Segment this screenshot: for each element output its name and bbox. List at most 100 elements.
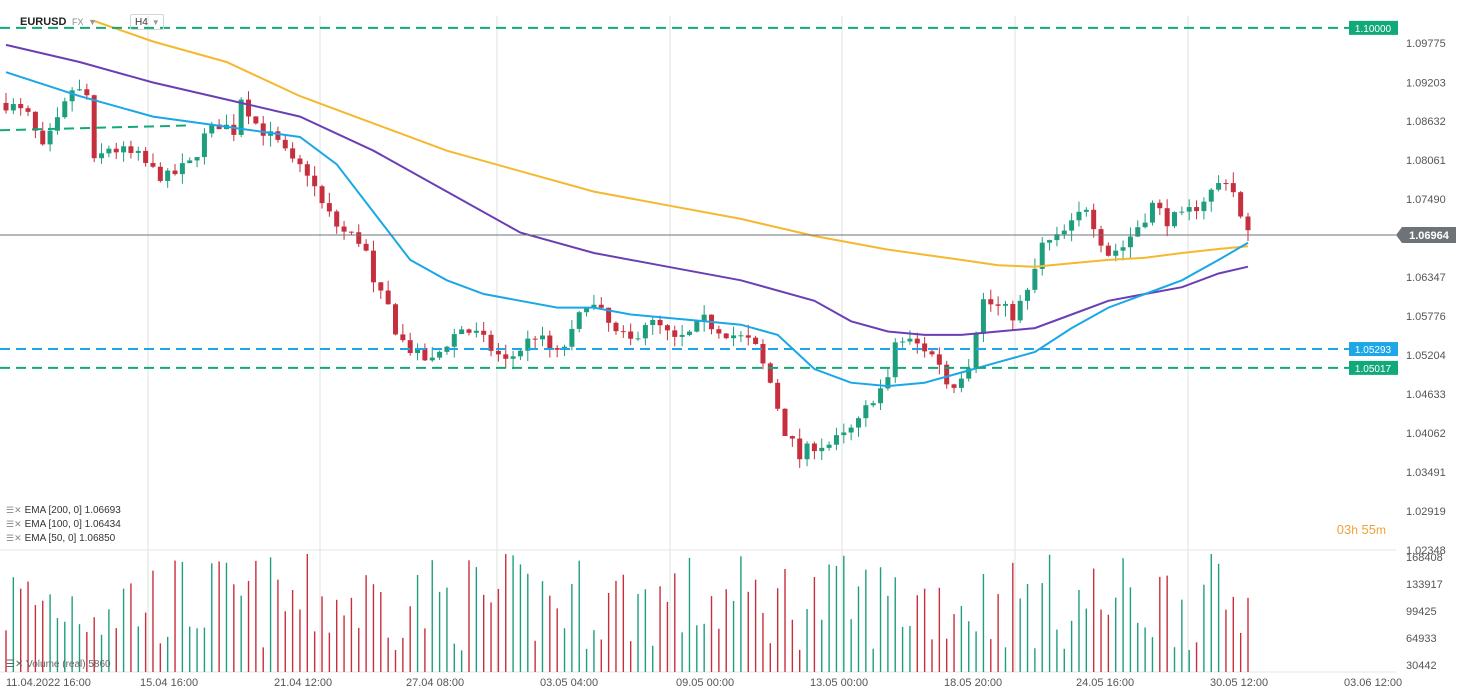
candle-body bbox=[826, 444, 832, 448]
settings-close-icons[interactable]: ☰✕ bbox=[6, 519, 22, 529]
level-label: 1.05293 bbox=[1355, 345, 1392, 356]
candle-body bbox=[481, 330, 487, 335]
candle-body bbox=[753, 337, 759, 345]
candle-body bbox=[54, 117, 60, 131]
volume-tick-label: 64933 bbox=[1406, 633, 1437, 645]
candle-body bbox=[113, 148, 119, 153]
candle-body bbox=[32, 111, 38, 131]
candle-body bbox=[143, 150, 149, 164]
chevron-down-icon[interactable]: ▼ bbox=[88, 17, 97, 27]
candle-body bbox=[209, 124, 215, 134]
candle-body bbox=[326, 203, 332, 212]
candle-body bbox=[620, 331, 626, 333]
candle-body bbox=[988, 299, 994, 305]
candle-body bbox=[106, 148, 112, 154]
candle-body bbox=[760, 344, 766, 364]
candle-body bbox=[863, 405, 869, 419]
symbol-label[interactable]: EURUSD bbox=[20, 16, 67, 28]
candle-body bbox=[275, 131, 281, 140]
candle-body bbox=[885, 377, 891, 389]
candle-body bbox=[356, 232, 362, 244]
candle-body bbox=[951, 384, 957, 388]
volume-tick-label: 30442 bbox=[1406, 660, 1437, 672]
candle-body bbox=[1098, 229, 1104, 246]
time-tick-label: 15.04 16:00 bbox=[140, 677, 198, 689]
indicator-ema50[interactable]: ☰✕ EMA [50, 0] 1.06850 bbox=[6, 532, 115, 545]
candle-body bbox=[231, 124, 237, 135]
time-tick-label: 24.05 16:00 bbox=[1076, 677, 1134, 689]
candle-body bbox=[495, 350, 501, 355]
candle-body bbox=[3, 102, 9, 111]
candle-body bbox=[370, 250, 376, 283]
indicator-ema200[interactable]: ☰✕ EMA [200, 0] 1.06693 bbox=[6, 504, 121, 517]
price-tick-label: 1.08061 bbox=[1406, 155, 1446, 167]
candle-body bbox=[811, 443, 817, 452]
candle-body bbox=[1127, 236, 1133, 248]
candle-body bbox=[47, 130, 53, 145]
price-tick-label: 1.07490 bbox=[1406, 194, 1446, 206]
settings-close-icons[interactable]: ☰✕ bbox=[6, 505, 22, 515]
candle-body bbox=[870, 403, 876, 406]
candle-body bbox=[179, 163, 185, 175]
candle-body bbox=[1025, 289, 1031, 301]
indicator-ema100[interactable]: ☰✕ EMA [100, 0] 1.06434 bbox=[6, 518, 121, 531]
candle-body bbox=[1002, 304, 1008, 306]
candle-body bbox=[664, 325, 670, 331]
candle-body bbox=[1157, 202, 1163, 209]
candle-body bbox=[878, 388, 884, 404]
candle-body bbox=[282, 139, 288, 149]
candle-body bbox=[238, 99, 244, 135]
settings-icon[interactable]: ☰✕ bbox=[6, 659, 24, 670]
candle-body bbox=[1047, 240, 1053, 243]
candle-body bbox=[716, 329, 722, 334]
candle-body bbox=[91, 95, 97, 159]
candle-body bbox=[922, 343, 928, 352]
candle-body bbox=[172, 170, 178, 175]
candle-body bbox=[407, 340, 413, 354]
time-tick-label: 27.04 08:00 bbox=[406, 677, 464, 689]
candle-body bbox=[1186, 207, 1192, 212]
settings-close-icons[interactable]: ☰✕ bbox=[6, 533, 22, 543]
candle-body bbox=[128, 146, 134, 153]
candle-body bbox=[466, 329, 472, 333]
candle-body bbox=[576, 312, 582, 329]
time-tick-label: 03.06 12:00 bbox=[1344, 677, 1402, 689]
indicator-value: 1.06434 bbox=[84, 519, 121, 530]
indicator-value: 1.06850 bbox=[79, 533, 116, 544]
candle-body bbox=[973, 333, 979, 369]
candle-body bbox=[1194, 207, 1200, 212]
candle-body bbox=[429, 357, 435, 361]
candle-body bbox=[187, 160, 193, 164]
candle-body bbox=[892, 342, 898, 378]
candle-body bbox=[1149, 202, 1155, 223]
candle-body bbox=[319, 186, 325, 204]
candle-body bbox=[900, 341, 906, 343]
candle-body bbox=[488, 334, 494, 351]
candle-body bbox=[672, 330, 678, 337]
candle-body bbox=[1105, 245, 1111, 256]
candle-body bbox=[797, 438, 803, 460]
candle-body bbox=[10, 104, 16, 111]
candle-body bbox=[341, 226, 347, 232]
volume-label: ☰✕ Volume (real) 5860 bbox=[6, 659, 111, 670]
candle-body bbox=[378, 282, 384, 291]
candle-body bbox=[18, 104, 24, 109]
candle-body bbox=[84, 89, 90, 96]
candle-body bbox=[415, 347, 421, 354]
price-tick-label: 1.02348 bbox=[1406, 545, 1446, 557]
candle-body bbox=[459, 329, 465, 335]
candle-body bbox=[723, 333, 729, 339]
candle-body bbox=[804, 443, 810, 460]
candle-body bbox=[914, 338, 920, 344]
candle-body bbox=[613, 322, 619, 332]
price-tick-label: 1.06347 bbox=[1406, 272, 1446, 284]
candle-body bbox=[517, 350, 523, 357]
candle-body bbox=[958, 378, 964, 388]
candle-body bbox=[738, 335, 744, 337]
timeframe-selector[interactable]: H4 ▼ bbox=[130, 14, 164, 30]
time-tick-label: 18.05 20:00 bbox=[944, 677, 1002, 689]
candle-body bbox=[437, 351, 443, 358]
level-tag bbox=[1349, 342, 1398, 357]
candle-body bbox=[40, 130, 46, 145]
